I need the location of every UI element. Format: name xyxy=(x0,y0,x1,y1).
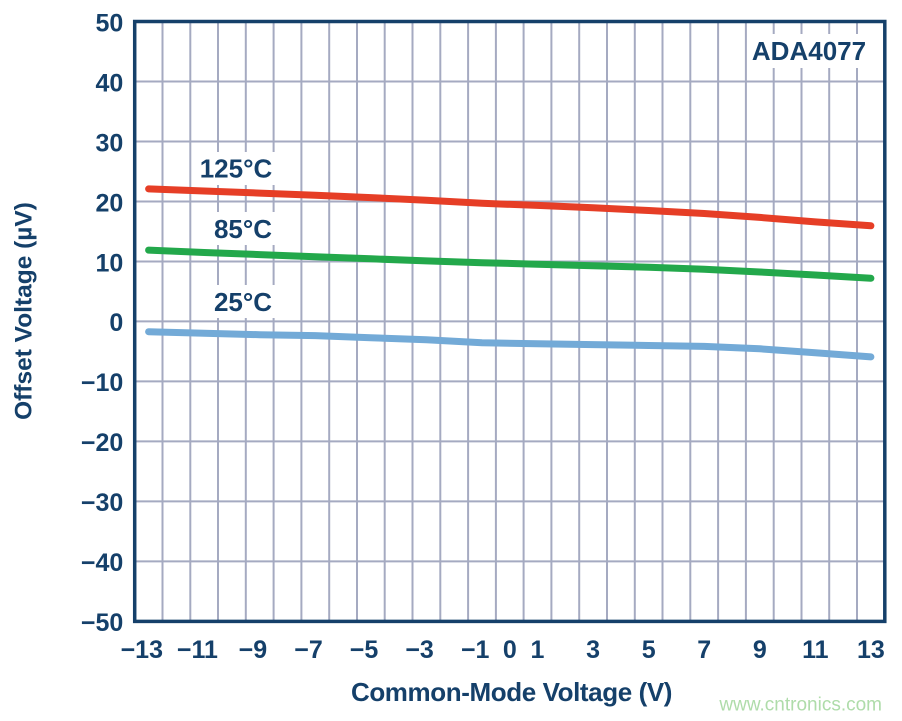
svg-text:1: 1 xyxy=(531,636,545,664)
svg-text:50: 50 xyxy=(95,9,123,37)
svg-text:3: 3 xyxy=(586,636,600,664)
svg-text:−20: −20 xyxy=(81,429,123,457)
svg-text:9: 9 xyxy=(753,636,767,664)
svg-text:−40: −40 xyxy=(81,549,123,577)
svg-text:−9: −9 xyxy=(239,636,268,664)
svg-text:5: 5 xyxy=(642,636,656,664)
svg-text:40: 40 xyxy=(95,69,123,97)
svg-text:ADA4077: ADA4077 xyxy=(752,36,866,66)
svg-text:−3: −3 xyxy=(405,636,434,664)
svg-text:−50: −50 xyxy=(81,609,123,637)
svg-text:−7: −7 xyxy=(294,636,323,664)
svg-text:−5: −5 xyxy=(350,636,379,664)
svg-text:30: 30 xyxy=(95,129,123,157)
svg-text:−10: −10 xyxy=(81,369,123,397)
svg-text:20: 20 xyxy=(95,189,123,217)
svg-text:85°C: 85°C xyxy=(214,214,272,244)
svg-text:−11: −11 xyxy=(177,636,218,664)
svg-text:Common-Mode Voltage (V): Common-Mode Voltage (V) xyxy=(351,677,672,707)
svg-text:11: 11 xyxy=(802,636,829,664)
svg-text:Offset Voltage (µV): Offset Voltage (µV) xyxy=(11,202,38,420)
svg-text:−1: −1 xyxy=(461,636,490,664)
svg-text:13: 13 xyxy=(857,636,885,664)
svg-text:www.cntronics.com: www.cntronics.com xyxy=(718,695,882,716)
svg-text:−13: −13 xyxy=(121,636,163,664)
svg-text:25°C: 25°C xyxy=(214,287,272,317)
svg-text:125°C: 125°C xyxy=(200,154,273,184)
svg-text:0: 0 xyxy=(109,309,123,337)
svg-text:7: 7 xyxy=(697,636,711,664)
svg-text:0: 0 xyxy=(503,636,517,664)
svg-text:10: 10 xyxy=(95,249,123,277)
svg-text:−30: −30 xyxy=(81,489,123,517)
